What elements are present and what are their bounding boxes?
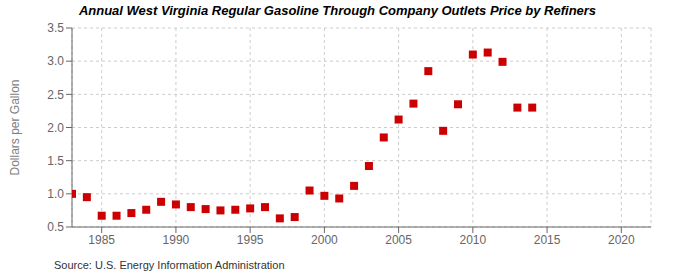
svg-text:3.5: 3.5 xyxy=(47,22,64,35)
svg-text:1995: 1995 xyxy=(237,233,264,247)
svg-text:2005: 2005 xyxy=(385,233,412,247)
svg-text:3.0: 3.0 xyxy=(47,54,64,68)
svg-text:2000: 2000 xyxy=(311,233,338,247)
svg-text:Dollars per Gallon: Dollars per Gallon xyxy=(8,79,22,175)
svg-text:1.0: 1.0 xyxy=(47,187,64,201)
svg-text:2.0: 2.0 xyxy=(47,121,64,135)
svg-text:2010: 2010 xyxy=(459,233,486,247)
svg-text:1.5: 1.5 xyxy=(47,154,64,168)
svg-text:2020: 2020 xyxy=(608,233,635,247)
html-text:Annual West Virginia Regular G: Annual West Virginia Regular Gasoline Th… xyxy=(78,3,597,18)
html-text:Source: U.S. Energy Informatio: Source: U.S. Energy Information Administ… xyxy=(54,259,285,271)
svg-text:2.5: 2.5 xyxy=(47,88,64,102)
svg-text:1990: 1990 xyxy=(163,233,190,247)
svg-text:1985: 1985 xyxy=(88,233,115,247)
svg-text:0.5: 0.5 xyxy=(47,220,64,234)
svg-text:2015: 2015 xyxy=(534,233,561,247)
